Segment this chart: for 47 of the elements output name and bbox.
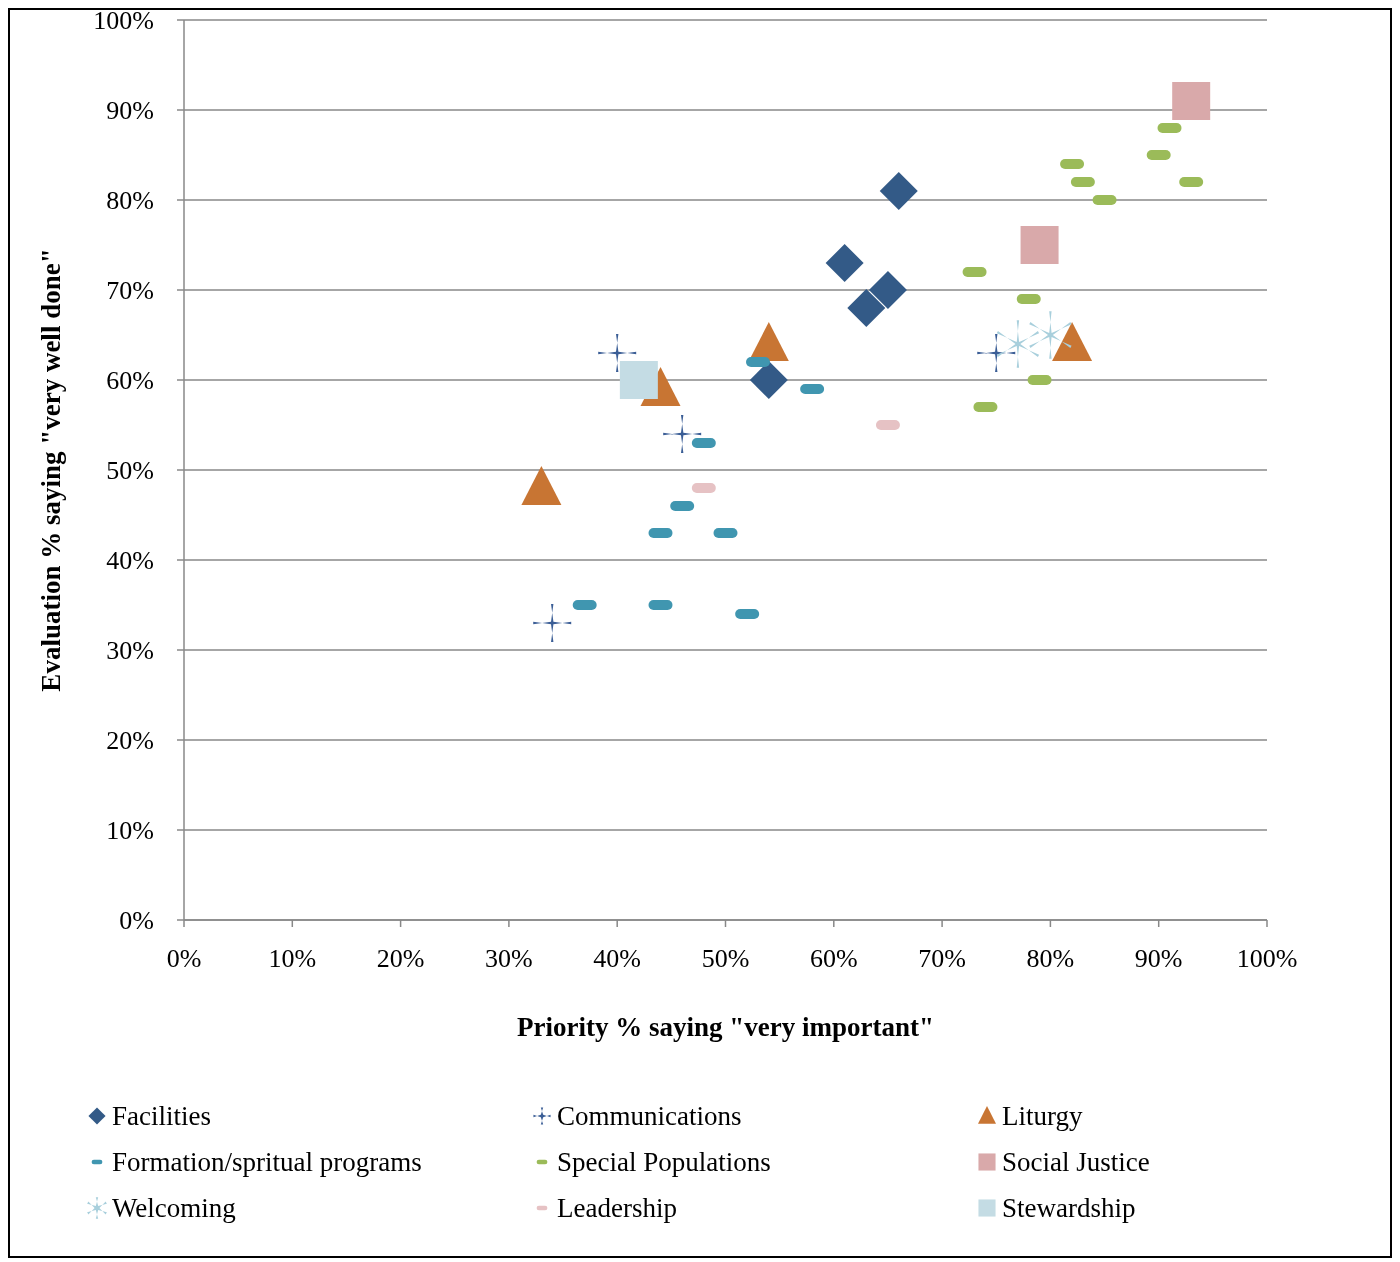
y-tick-label: 50%	[106, 456, 154, 486]
y-axis-title: Evaluation % saying "very well done"	[36, 248, 66, 692]
legend-label: Special Populations	[557, 1147, 771, 1178]
point	[619, 361, 658, 399]
x-tick-label: 0%	[166, 944, 202, 973]
x-tick-label: 20%	[376, 944, 425, 973]
x-axis-title: Priority % saying "very important"	[517, 1012, 934, 1042]
point	[598, 334, 637, 372]
y-tick-label: 20%	[106, 726, 154, 756]
point	[847, 289, 886, 327]
y-tick-label: 60%	[106, 366, 154, 396]
x-tick-label: 40%	[593, 944, 642, 973]
y-tick-label: 100%	[93, 6, 154, 36]
x-tick-label: 100%	[1236, 944, 1298, 973]
point	[868, 271, 907, 309]
point	[533, 604, 572, 642]
x-tick-label: 90%	[1134, 944, 1183, 973]
legend-label: Social Justice	[1002, 1147, 1150, 1178]
point	[1029, 311, 1072, 359]
x-tick-label: 50%	[701, 944, 750, 973]
point	[879, 172, 918, 210]
point	[1172, 82, 1211, 120]
x-tick-label: 10%	[268, 944, 317, 973]
x-tick-label: 70%	[918, 944, 966, 973]
point	[977, 334, 1016, 372]
legend-label: Welcoming	[112, 1193, 236, 1224]
point	[825, 244, 864, 282]
y-tick-label: 80%	[106, 186, 154, 216]
y-tick-label: 30%	[106, 636, 154, 666]
legend-label: Liturgy	[1002, 1101, 1083, 1132]
y-tick-label: 90%	[106, 96, 154, 126]
legend-label: Communications	[557, 1101, 742, 1132]
legend-label: Stewardship	[1002, 1193, 1136, 1224]
legend-label: Facilities	[112, 1101, 211, 1132]
y-tick-label: 70%	[106, 276, 154, 306]
point	[996, 320, 1040, 368]
y-tick-label: 0%	[119, 906, 154, 936]
legend-label: Leadership	[557, 1193, 677, 1224]
y-tick-label: 40%	[106, 546, 154, 576]
point	[749, 361, 788, 399]
y-tick-label: 10%	[106, 816, 154, 846]
legend-label: Formation/spritual programs	[112, 1147, 422, 1178]
x-tick-label: 30%	[485, 944, 533, 973]
point	[1020, 226, 1059, 264]
x-tick-label: 60%	[809, 944, 858, 973]
point	[663, 415, 702, 453]
x-tick-label: 80%	[1026, 944, 1075, 973]
